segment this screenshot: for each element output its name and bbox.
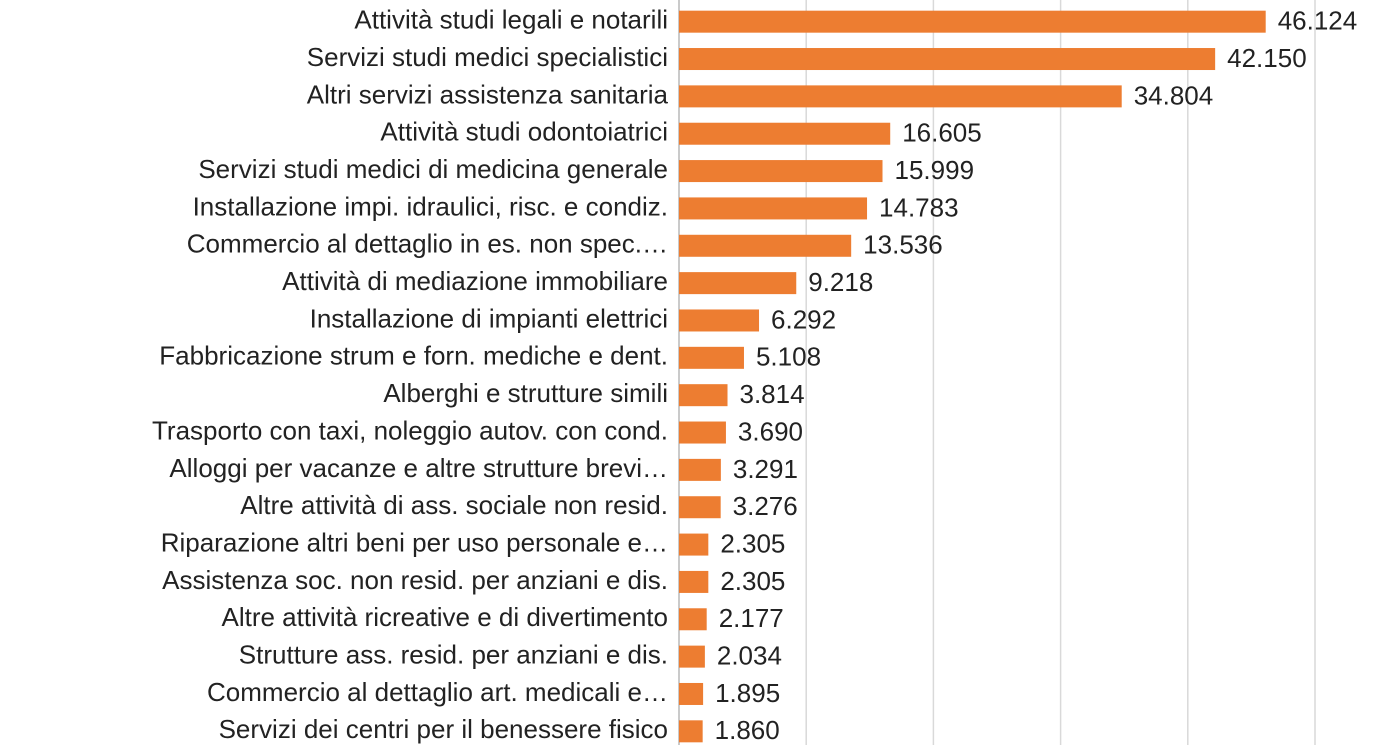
data-label: 5.108 [756, 342, 821, 372]
data-label: 2.305 [720, 566, 785, 596]
bar [679, 682, 704, 705]
data-label: 46.124 [1278, 6, 1358, 36]
y-tick-label: Commercio al dettaglio in es. non spec.… [187, 229, 668, 259]
data-label: 3.814 [740, 379, 805, 409]
data-label: 1.895 [715, 678, 780, 708]
y-tick-label: Altri servizi assistenza sanitaria [307, 79, 669, 109]
data-label: 3.690 [738, 416, 803, 446]
data-label: 3.291 [733, 454, 798, 484]
bar [679, 197, 868, 220]
data-label: 42.150 [1227, 43, 1307, 73]
data-label: 34.804 [1134, 80, 1214, 110]
y-tick-label: Commercio al dettaglio art. medicali e… [207, 677, 668, 707]
bar [679, 272, 797, 295]
bar [679, 346, 744, 369]
y-tick-label: Fabbricazione strum e forn. mediche e de… [159, 341, 668, 371]
y-tick-label: Alberghi e strutture simili [383, 378, 668, 408]
data-label: 2.305 [720, 528, 785, 558]
y-tick-label: Trasporto con taxi, noleggio autov. con … [152, 415, 668, 445]
y-tick-label: Assistenza soc. non resid. per anziani e… [162, 565, 668, 595]
bar [679, 645, 705, 668]
y-tick-label: Servizi dei centri per il benessere fisi… [219, 714, 668, 744]
bar [679, 570, 709, 593]
data-label: 2.034 [717, 641, 782, 671]
data-label: 16.605 [902, 118, 982, 148]
bar [679, 720, 703, 743]
y-tick-label: Strutture ass. resid. per anziani e dis. [239, 640, 668, 670]
y-tick-label: Attività di mediazione immobiliare [282, 266, 668, 296]
bar [679, 309, 760, 332]
y-tick-label: Attività studi legali e notarili [354, 5, 668, 35]
bar [679, 10, 1266, 33]
data-label: 9.218 [808, 267, 873, 297]
bar [679, 48, 1216, 71]
bar [679, 160, 883, 183]
y-tick-label: Altre attività di ass. sociale non resid… [240, 490, 668, 520]
bar [679, 608, 707, 631]
bar [679, 85, 1122, 108]
y-tick-label: Installazione di impianti elettrici [310, 303, 668, 333]
data-label: 1.860 [715, 715, 780, 745]
y-tick-label: Installazione impi. idraulici, risc. e c… [193, 191, 668, 221]
bar [679, 421, 726, 444]
y-tick-label: Altre attività ricreative e di divertime… [221, 602, 668, 632]
y-tick-label: Riparazione altri beni per uso personale… [161, 527, 668, 557]
data-label: 6.292 [771, 304, 836, 334]
bar [679, 384, 728, 407]
bar [679, 234, 852, 257]
y-tick-label: Servizi studi medici specialistici [307, 42, 668, 72]
data-label: 15.999 [895, 155, 975, 185]
bar [679, 496, 721, 519]
bar [679, 458, 721, 481]
bar [679, 122, 891, 145]
bar [679, 533, 709, 556]
data-label: 3.276 [733, 491, 798, 521]
data-label: 2.177 [719, 603, 784, 633]
y-tick-label: Attività studi odontoiatrici [380, 117, 668, 147]
data-label: 13.536 [863, 230, 943, 260]
y-tick-label: Alloggi per vacanze e altre strutture br… [169, 453, 668, 483]
y-tick-label: Servizi studi medici di medicina general… [198, 154, 668, 184]
data-label: 14.783 [879, 192, 959, 222]
